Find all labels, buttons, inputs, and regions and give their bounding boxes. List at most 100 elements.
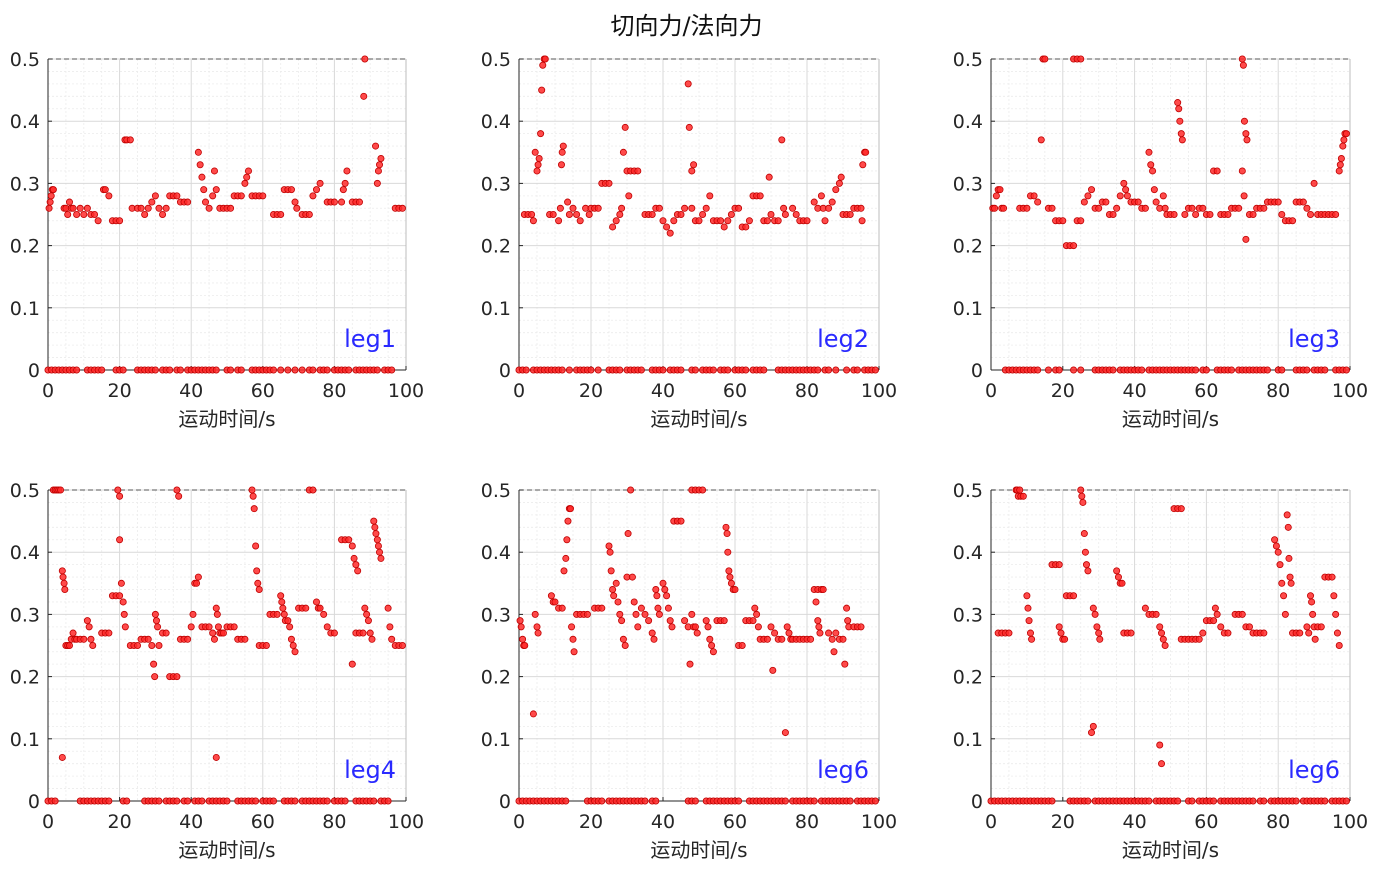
data-point bbox=[659, 217, 667, 225]
x-tick-label: 20 bbox=[579, 380, 603, 402]
data-point bbox=[724, 217, 732, 225]
data-point bbox=[1332, 210, 1340, 218]
data-point bbox=[789, 204, 797, 212]
data-point bbox=[1080, 198, 1088, 206]
data-point bbox=[255, 586, 263, 594]
data-point bbox=[323, 797, 331, 805]
x-axis-label: 运动时间/s bbox=[178, 838, 275, 862]
data-point bbox=[1070, 592, 1078, 600]
data-point bbox=[377, 554, 385, 562]
data-point bbox=[316, 179, 324, 187]
data-point bbox=[862, 148, 870, 156]
x-axis-label: 运动时间/s bbox=[650, 838, 747, 862]
data-point bbox=[780, 204, 788, 212]
data-point bbox=[1175, 105, 1183, 113]
data-point bbox=[205, 204, 213, 212]
data-point bbox=[677, 366, 685, 374]
data-point bbox=[1102, 198, 1110, 206]
data-point bbox=[105, 629, 113, 637]
data-point bbox=[531, 148, 539, 156]
data-point bbox=[765, 173, 773, 181]
data-point bbox=[688, 167, 696, 175]
data-point bbox=[105, 192, 113, 200]
data-point bbox=[778, 635, 786, 643]
data-point bbox=[609, 223, 617, 231]
data-point bbox=[1095, 629, 1103, 637]
y-tick-label: 0.3 bbox=[10, 604, 40, 626]
data-point bbox=[563, 536, 571, 544]
data-point bbox=[1206, 210, 1214, 218]
data-point bbox=[857, 623, 865, 631]
data-point bbox=[803, 217, 811, 225]
data-point bbox=[677, 210, 685, 218]
data-point bbox=[259, 192, 267, 200]
data-point bbox=[1174, 99, 1182, 107]
data-point bbox=[1118, 579, 1126, 587]
data-point bbox=[151, 366, 159, 374]
data-point bbox=[1159, 192, 1167, 200]
data-point bbox=[558, 604, 566, 612]
data-point bbox=[1199, 204, 1207, 212]
data-point bbox=[1181, 210, 1189, 218]
data-point bbox=[368, 635, 376, 643]
data-point bbox=[1141, 204, 1149, 212]
data-point bbox=[641, 797, 649, 805]
data-point bbox=[551, 598, 559, 606]
data-point bbox=[1178, 136, 1186, 144]
data-point bbox=[1310, 179, 1318, 187]
data-point bbox=[659, 366, 667, 374]
data-point bbox=[1070, 242, 1078, 250]
data-point bbox=[1070, 366, 1078, 374]
x-tick-label: 0 bbox=[42, 380, 54, 402]
data-point bbox=[666, 617, 674, 625]
data-point bbox=[1188, 204, 1196, 212]
data-point bbox=[1028, 635, 1036, 643]
data-point bbox=[609, 586, 617, 594]
x-tick-label: 40 bbox=[651, 811, 675, 833]
data-point bbox=[1114, 573, 1122, 581]
data-point bbox=[1330, 592, 1338, 600]
data-point bbox=[209, 629, 217, 637]
data-point bbox=[121, 623, 129, 631]
data-point bbox=[1224, 629, 1232, 637]
data-point bbox=[144, 204, 152, 212]
data-point bbox=[688, 610, 696, 618]
data-point bbox=[653, 592, 661, 600]
data-point bbox=[57, 486, 65, 494]
data-point bbox=[59, 573, 67, 581]
data-point bbox=[846, 797, 854, 805]
y-tick-label: 0.3 bbox=[10, 173, 40, 195]
data-point bbox=[371, 523, 379, 531]
data-point bbox=[213, 610, 221, 618]
data-point bbox=[702, 204, 710, 212]
data-point bbox=[738, 642, 746, 650]
data-point bbox=[252, 797, 260, 805]
data-point bbox=[1158, 760, 1166, 768]
data-point bbox=[73, 210, 81, 218]
data-point bbox=[1081, 548, 1089, 556]
data-point bbox=[528, 210, 536, 218]
data-point bbox=[237, 366, 245, 374]
data-point bbox=[624, 530, 632, 538]
data-point bbox=[214, 623, 222, 631]
data-point bbox=[1084, 797, 1092, 805]
data-point bbox=[388, 635, 396, 643]
data-point bbox=[148, 198, 156, 206]
data-point bbox=[778, 136, 786, 144]
data-point bbox=[533, 623, 541, 631]
data-point bbox=[754, 623, 762, 631]
data-point bbox=[1303, 623, 1311, 631]
data-point bbox=[709, 648, 717, 656]
data-point bbox=[284, 366, 292, 374]
data-point bbox=[828, 635, 836, 643]
data-point bbox=[1005, 629, 1013, 637]
data-point bbox=[277, 592, 285, 600]
data-point bbox=[1296, 629, 1304, 637]
data-point bbox=[685, 123, 693, 131]
data-point bbox=[1213, 610, 1221, 618]
data-point bbox=[114, 486, 122, 494]
data-point bbox=[316, 604, 324, 612]
data-point bbox=[151, 192, 159, 200]
data-point bbox=[652, 586, 660, 594]
data-point bbox=[681, 204, 689, 212]
